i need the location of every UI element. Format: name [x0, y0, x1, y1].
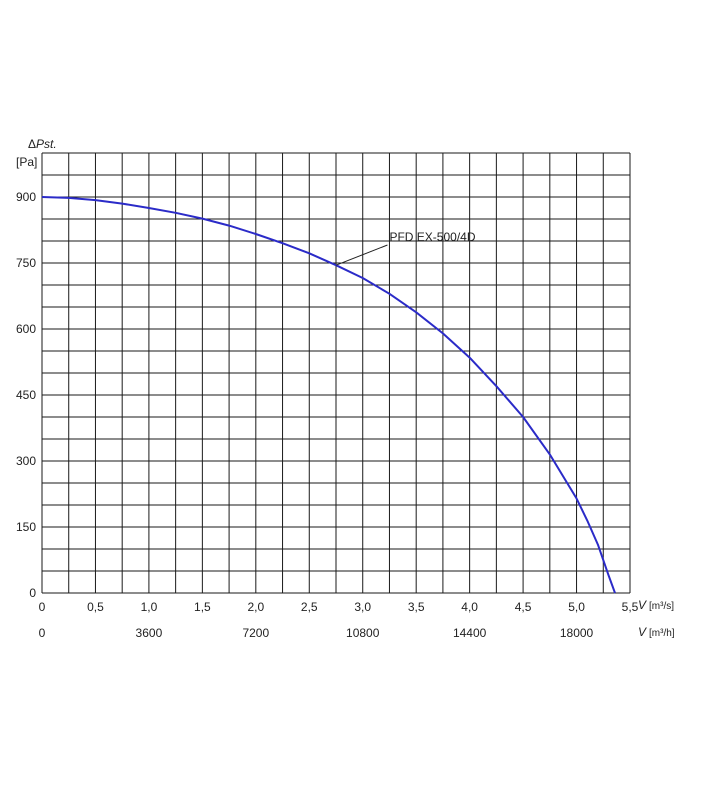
- x1-tick-label: 5,0: [568, 600, 585, 614]
- y-axis-ticks: 0 150 300 450 600 750 900: [16, 190, 36, 600]
- x2-tick-label: 0: [39, 626, 46, 640]
- x1-tick-label: 0,5: [87, 600, 104, 614]
- y-tick-label: 900: [16, 190, 36, 204]
- y-tick-label: 600: [16, 322, 36, 336]
- x1-tick-label: 2,5: [301, 600, 318, 614]
- x1-tick-label: 4,0: [461, 600, 478, 614]
- x1-tick-label: 3,5: [408, 600, 425, 614]
- y-tick-label: 150: [16, 520, 36, 534]
- annotation-label: PFD EX-500/4D: [389, 230, 475, 244]
- x2-tick-label: 7200: [242, 626, 269, 640]
- x2-tick-label: 3600: [136, 626, 163, 640]
- x2-tick-label: 10800: [346, 626, 380, 640]
- x-axis-flow-m3s-label: V [m³/s]: [638, 598, 674, 612]
- x1-tick-label: 1,5: [194, 600, 211, 614]
- x1-tick-label: 0: [39, 600, 46, 614]
- x-axis-flow-m3h-ticks: 0 3600 7200 10800 14400 18000: [39, 626, 594, 640]
- chart-series: [41, 196, 616, 594]
- chart-annotations: PFD EX-500/4D: [335, 230, 476, 266]
- x-axis-flow-m3h-label: V [m³/h]: [638, 625, 675, 639]
- x1-tick-label: 4,5: [515, 600, 532, 614]
- y-axis-unit: [Pa]: [16, 155, 37, 169]
- x1-tick-label: 3,0: [354, 600, 371, 614]
- y-tick-label: 450: [16, 388, 36, 402]
- x-axis-flow-m3s-ticks: 0 0,5 1,0 1,5 2,0 2,5 3,0 3,5 4,0 4,5 5,0 5,5: [39, 600, 639, 614]
- chart-grid: [41, 152, 631, 594]
- y-tick-label: 300: [16, 454, 36, 468]
- x2-tick-label: 18000: [560, 626, 594, 640]
- y-tick-label: 0: [29, 586, 36, 600]
- y-axis-label: ΔPst.: [28, 137, 57, 151]
- y-tick-label: 750: [16, 256, 36, 270]
- x1-tick-label: 2,0: [247, 600, 264, 614]
- x1-tick-label: 5,5: [622, 600, 639, 614]
- series-line: [41, 196, 616, 594]
- annotation-leader-line: [335, 244, 388, 266]
- x2-tick-label: 14400: [453, 626, 487, 640]
- x1-tick-label: 1,0: [141, 600, 158, 614]
